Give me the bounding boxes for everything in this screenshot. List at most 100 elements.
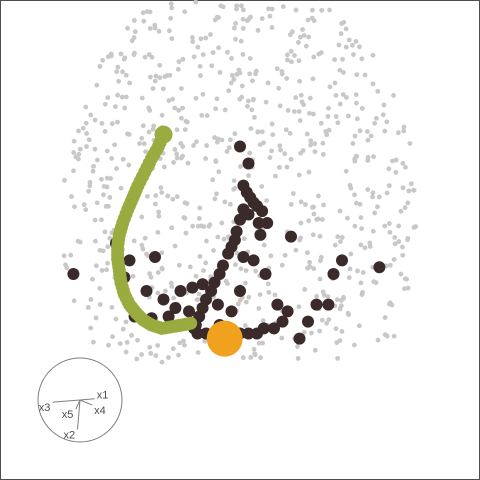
highlight-point [327, 268, 340, 280]
background-point [353, 39, 359, 44]
background-point [370, 52, 376, 58]
background-point [87, 179, 93, 185]
background-point [375, 88, 381, 94]
background-point [152, 201, 158, 207]
background-point [201, 224, 207, 229]
background-point [71, 298, 77, 304]
background-point [336, 42, 342, 48]
background-point [301, 329, 307, 335]
highlight-point [183, 305, 195, 318]
background-point [73, 154, 79, 160]
background-point [365, 137, 371, 143]
background-point [279, 262, 285, 268]
background-point [86, 188, 91, 194]
background-point [242, 323, 248, 328]
highlight-point [293, 332, 306, 345]
background-point [159, 266, 165, 272]
background-point [190, 35, 195, 40]
background-point [119, 94, 125, 100]
background-point [140, 10, 146, 16]
background-point [337, 101, 343, 107]
background-point [360, 270, 366, 275]
background-point [145, 193, 150, 199]
background-point [337, 338, 343, 344]
background-point [118, 185, 124, 191]
background-point [104, 184, 110, 190]
background-point [308, 138, 314, 144]
background-point [83, 120, 89, 126]
highlight-point [285, 230, 297, 243]
background-point [277, 165, 282, 170]
background-point [351, 342, 357, 348]
background-point [214, 191, 219, 197]
axes-guide-line [79, 399, 93, 406]
background-point [97, 247, 103, 253]
background-point [152, 78, 158, 84]
background-point [280, 4, 286, 9]
background-point [229, 73, 235, 78]
background-point [326, 105, 331, 111]
background-point [340, 56, 345, 62]
background-point [143, 149, 149, 155]
axes-guide: x1 x2 x3 x4 x5 [37, 357, 123, 443]
background-point [99, 120, 105, 126]
background-point [185, 160, 191, 166]
background-point [358, 215, 364, 220]
highlight-point [247, 254, 260, 267]
background-point [77, 146, 83, 152]
background-point [292, 53, 297, 58]
background-point [269, 6, 275, 12]
background-point [253, 68, 259, 74]
background-point [191, 143, 196, 148]
background-point [367, 240, 373, 246]
background-point [357, 44, 362, 50]
background-point [110, 334, 115, 340]
highlight-point [252, 217, 265, 229]
background-point [217, 69, 223, 75]
background-point [245, 103, 250, 109]
background-point [311, 266, 317, 271]
background-point [311, 204, 316, 210]
background-point [129, 332, 134, 338]
background-point [216, 45, 221, 51]
background-point [207, 222, 213, 228]
background-point [311, 211, 317, 217]
background-point [227, 137, 233, 143]
background-point [269, 148, 274, 154]
background-point [90, 168, 96, 174]
background-point [382, 223, 388, 229]
background-point [298, 235, 304, 241]
background-point [373, 280, 379, 286]
background-point [285, 108, 291, 113]
background-point [233, 36, 238, 42]
background-point [307, 95, 313, 101]
background-point [396, 239, 402, 244]
background-point [353, 153, 359, 159]
background-point [199, 113, 205, 118]
background-point [246, 294, 252, 300]
background-point [367, 244, 373, 249]
background-point [233, 262, 238, 268]
background-point [158, 185, 164, 191]
background-point [122, 105, 128, 111]
background-point [216, 169, 222, 175]
highlight-point [254, 228, 267, 241]
background-point [288, 201, 294, 207]
background-point [350, 141, 356, 146]
background-point [346, 312, 352, 317]
background-point [237, 297, 243, 303]
background-point [213, 159, 219, 165]
background-point [176, 59, 182, 65]
background-point [182, 9, 188, 15]
background-point [354, 116, 360, 122]
background-point [343, 44, 349, 50]
background-point [413, 224, 419, 229]
background-point [317, 276, 323, 282]
background-point [259, 129, 265, 135]
background-point [139, 95, 145, 101]
background-point [339, 235, 345, 240]
background-point [116, 78, 122, 84]
highlight-point [256, 205, 269, 218]
background-point [99, 217, 104, 223]
